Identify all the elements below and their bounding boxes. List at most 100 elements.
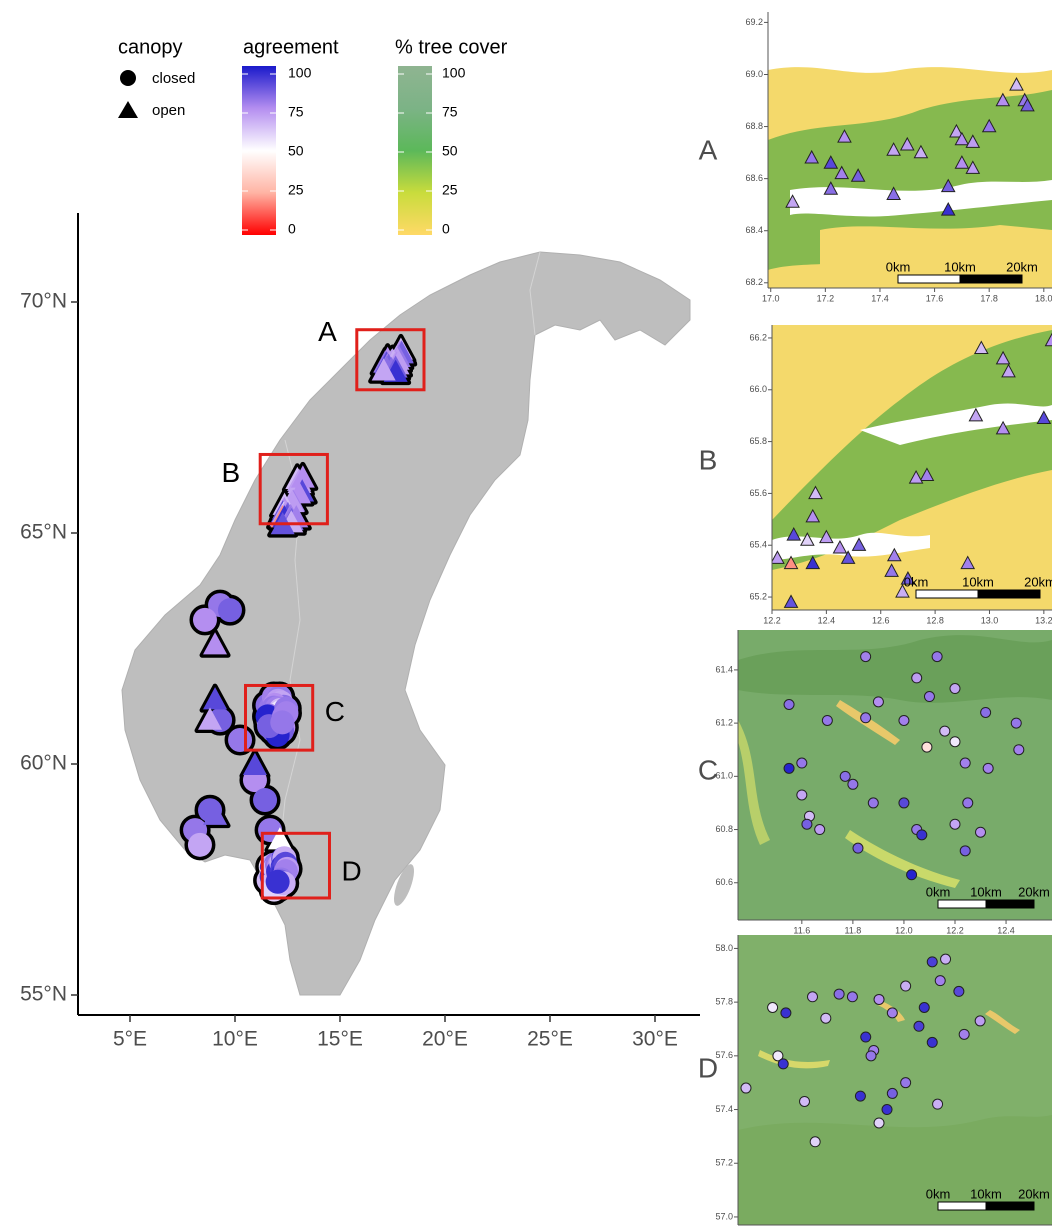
- y-tick-label: 57.2: [715, 1158, 733, 1168]
- site-marker: [899, 798, 909, 808]
- colorbar-label: 50: [442, 143, 458, 159]
- site-marker: [940, 726, 950, 736]
- colorbar-label: 0: [288, 221, 296, 237]
- x-tick-label: 20°E: [422, 1028, 468, 1051]
- x-tick-label: 17.2: [817, 293, 835, 303]
- region-label: D: [342, 856, 362, 887]
- y-tick-label: 61.0: [715, 771, 733, 781]
- scalebar-white: [938, 1202, 986, 1210]
- site-marker: [855, 1091, 865, 1101]
- site-marker: [912, 673, 922, 683]
- y-tick-label: 65.8: [749, 436, 767, 446]
- scalebar-white: [898, 275, 960, 283]
- x-tick-label: 12.4: [818, 615, 836, 625]
- colorbar: [242, 66, 276, 235]
- site-marker: [927, 1037, 937, 1047]
- x-tick-label: 12.2: [763, 615, 781, 625]
- site-marker: [927, 957, 937, 967]
- x-tick-label: 17.8: [980, 293, 998, 303]
- site-marker: [270, 710, 294, 734]
- colorbar-label: 100: [442, 65, 466, 81]
- site-marker: [834, 989, 844, 999]
- site-marker: [963, 798, 973, 808]
- site-marker: [768, 1003, 778, 1013]
- site-marker: [954, 986, 964, 996]
- scalebar-label: 20km: [1018, 884, 1050, 899]
- site-marker: [922, 742, 932, 752]
- site-marker: [959, 1029, 969, 1039]
- site-marker: [933, 1099, 943, 1109]
- y-tick-label: 60°N: [20, 752, 67, 775]
- site-marker: [1011, 718, 1021, 728]
- site-marker: [874, 1118, 884, 1128]
- site-marker: [800, 1096, 810, 1106]
- site-marker: [810, 1137, 820, 1147]
- x-tick-label: 12.4: [997, 925, 1015, 935]
- y-tick-label: 70°N: [20, 290, 67, 313]
- site-marker: [784, 763, 794, 773]
- y-tick-label: 66.2: [749, 332, 767, 342]
- site-marker: [784, 699, 794, 709]
- y-tick-label: 58.0: [715, 943, 733, 953]
- site-marker: [976, 827, 986, 837]
- site-marker: [960, 758, 970, 768]
- scalebar-white: [938, 900, 986, 908]
- site-marker: [935, 976, 945, 986]
- site-marker: [868, 798, 878, 808]
- x-tick-label: 12.6: [872, 615, 890, 625]
- site-marker: [853, 843, 863, 853]
- site-marker: [815, 825, 825, 835]
- x-tick-label: 13.0: [981, 615, 999, 625]
- y-tick-label: 66.0: [749, 384, 767, 394]
- site-marker: [924, 692, 934, 702]
- colorbar-label: 25: [442, 182, 458, 198]
- legend-title: % tree cover: [395, 36, 508, 58]
- colorbar: [398, 66, 432, 235]
- inset-background: [732, 630, 1052, 920]
- site-marker: [932, 652, 942, 662]
- figure: 5°E10°E15°E20°E25°E30°E55°N60°N65°N70°N …: [0, 0, 1052, 1228]
- site-marker: [1014, 745, 1024, 755]
- region-label: C: [325, 696, 345, 727]
- scalebar-label: 0km: [926, 884, 951, 899]
- legend-label: closed: [152, 70, 195, 87]
- site-marker: [941, 954, 951, 964]
- site-marker: [266, 870, 290, 894]
- scalebar-label: 0km: [904, 574, 929, 589]
- site-marker: [914, 1021, 924, 1031]
- scalebar-black: [986, 1202, 1034, 1210]
- panel-label: B: [699, 444, 718, 475]
- region-label: B: [222, 457, 241, 488]
- y-tick-label: 65.6: [749, 488, 767, 498]
- site-marker: [975, 1016, 985, 1026]
- site-marker: [808, 992, 818, 1002]
- x-tick-label: 11.6: [793, 925, 810, 935]
- x-tick-label: 5°E: [113, 1028, 147, 1051]
- colorbar-label: 0: [442, 221, 450, 237]
- scalebar-black: [986, 900, 1034, 908]
- site-marker: [917, 830, 927, 840]
- scalebar-label: 10km: [944, 259, 976, 274]
- site-marker: [861, 1032, 871, 1042]
- site-marker: [218, 598, 242, 622]
- legend-title: agreement: [243, 36, 339, 58]
- y-tick-label: 68.2: [745, 277, 763, 287]
- site-marker: [797, 790, 807, 800]
- site-marker: [981, 707, 991, 717]
- colorbar-label: 75: [288, 104, 304, 120]
- x-tick-label: 10°E: [212, 1028, 258, 1051]
- scalebar-label: 10km: [970, 1186, 1002, 1201]
- site-marker: [253, 788, 277, 812]
- site-marker: [797, 758, 807, 768]
- site-marker: [919, 1003, 929, 1013]
- site-marker: [899, 715, 909, 725]
- legend-title: canopy: [118, 36, 183, 58]
- inset-background: [738, 935, 1052, 1225]
- x-tick-label: 17.4: [871, 293, 889, 303]
- site-marker: [866, 1051, 876, 1061]
- legend-symbol: [118, 101, 138, 118]
- y-tick-label: 61.2: [715, 717, 733, 727]
- site-marker: [840, 771, 850, 781]
- x-tick-label: 30°E: [632, 1028, 678, 1051]
- y-tick-label: 68.4: [745, 225, 763, 235]
